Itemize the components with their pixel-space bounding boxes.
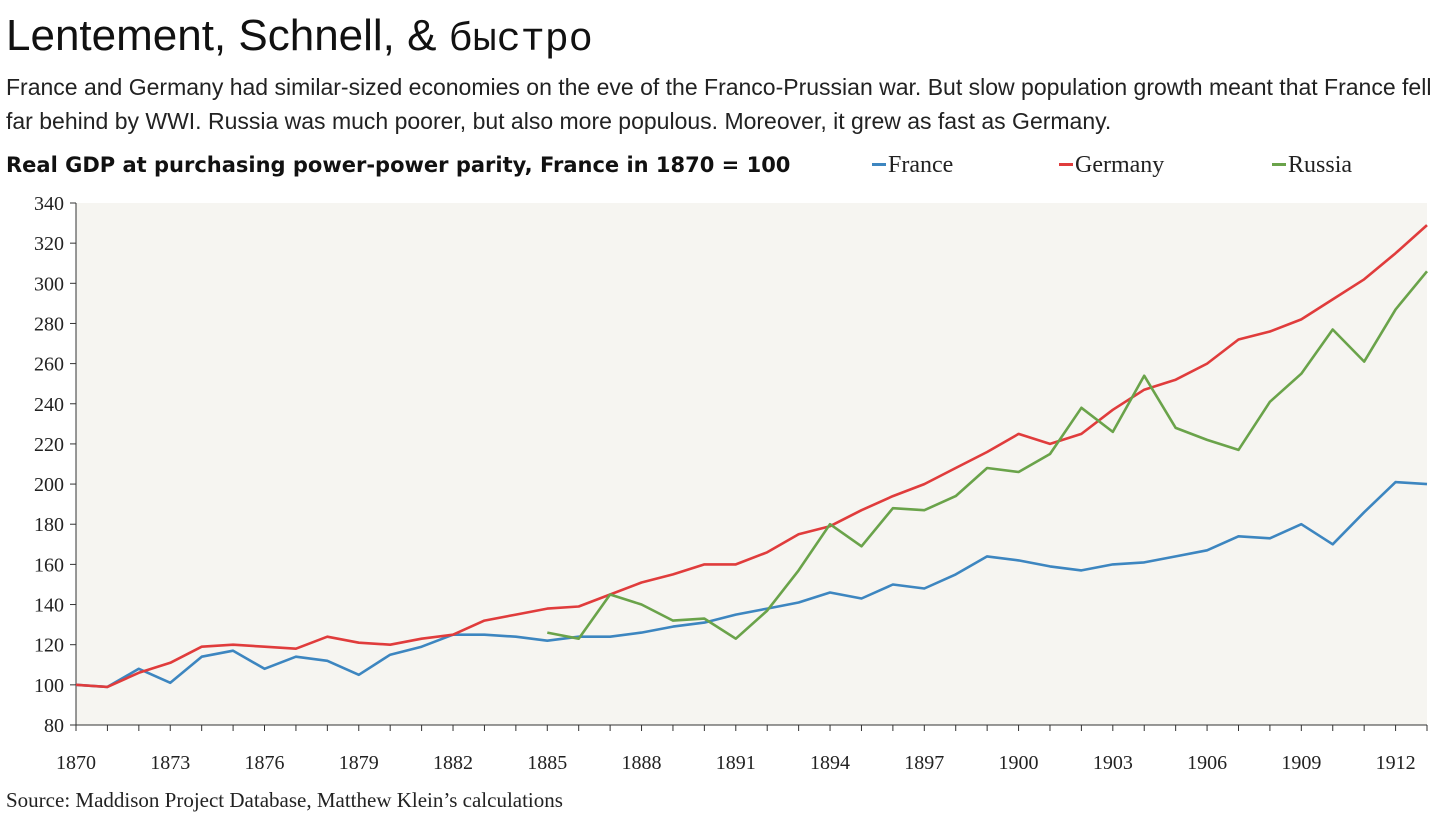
y-tick-label-160: 160 (34, 554, 64, 576)
x-tick-label-1879: 1879 (339, 752, 379, 774)
x-tick-label-1888: 1888 (622, 752, 662, 774)
x-tick-label-1903: 1903 (1093, 752, 1133, 774)
x-tick-label-1870: 1870 (56, 752, 96, 774)
y-tick-label-320: 320 (34, 233, 64, 255)
x-tick-label-1876: 1876 (245, 752, 285, 774)
page-title: Lentement, Schnell, & быстро (6, 10, 593, 67)
legend-label-france: France (888, 152, 954, 178)
title-cyrillic: быстро (448, 18, 593, 63)
y-tick-label-200: 200 (34, 474, 64, 496)
y-tick-label-260: 260 (34, 354, 64, 376)
legend-swatch-russia (1272, 162, 1286, 166)
x-tick-label-1906: 1906 (1187, 752, 1227, 774)
y-tick-label-180: 180 (34, 514, 64, 536)
x-tick-label-1885: 1885 (527, 752, 567, 774)
x-tick-label-1891: 1891 (716, 752, 756, 774)
y-tick-label-80: 80 (44, 715, 64, 737)
y-tick-label-100: 100 (34, 675, 64, 697)
y-tick-label-140: 140 (34, 595, 64, 617)
y-tick-label-240: 240 (34, 394, 64, 416)
series-line-germany (75, 224, 1428, 689)
series-line-france (75, 480, 1428, 689)
y-tick-label-300: 300 (34, 273, 64, 295)
y-tick-label-280: 280 (34, 313, 64, 335)
legend-item-france: France (872, 150, 953, 180)
legend-swatch-germany (1059, 162, 1073, 166)
x-tick-label-1894: 1894 (810, 752, 850, 774)
legend-swatch-france (872, 162, 886, 166)
title-main: Lentement, Schnell, & (6, 11, 449, 60)
y-tick-label-340: 340 (34, 193, 64, 215)
series-line-russia (547, 270, 1429, 640)
y-tick-label-120: 120 (34, 635, 64, 657)
legend-label-russia: Russia (1288, 152, 1353, 178)
x-tick-label-1900: 1900 (999, 752, 1039, 774)
source-note: Source: Maddison Project Database, Matth… (6, 788, 563, 812)
x-tick-label-1912: 1912 (1376, 752, 1416, 774)
x-tick-label-1909: 1909 (1281, 752, 1321, 774)
chart-heading: Real GDP at purchasing power-power parit… (6, 153, 791, 177)
legend-label-germany: Germany (1075, 152, 1165, 178)
y-tick-label-220: 220 (34, 434, 64, 456)
x-tick-label-1897: 1897 (904, 752, 944, 774)
x-tick-label-1882: 1882 (433, 752, 473, 774)
x-tick-label-1873: 1873 (150, 752, 190, 774)
plot-area (76, 203, 1427, 725)
legend-item-russia: Russia (1272, 150, 1352, 180)
legend-item-germany: Germany (1059, 150, 1164, 180)
subtitle: France and Germany had similar-sized eco… (6, 74, 1432, 134)
